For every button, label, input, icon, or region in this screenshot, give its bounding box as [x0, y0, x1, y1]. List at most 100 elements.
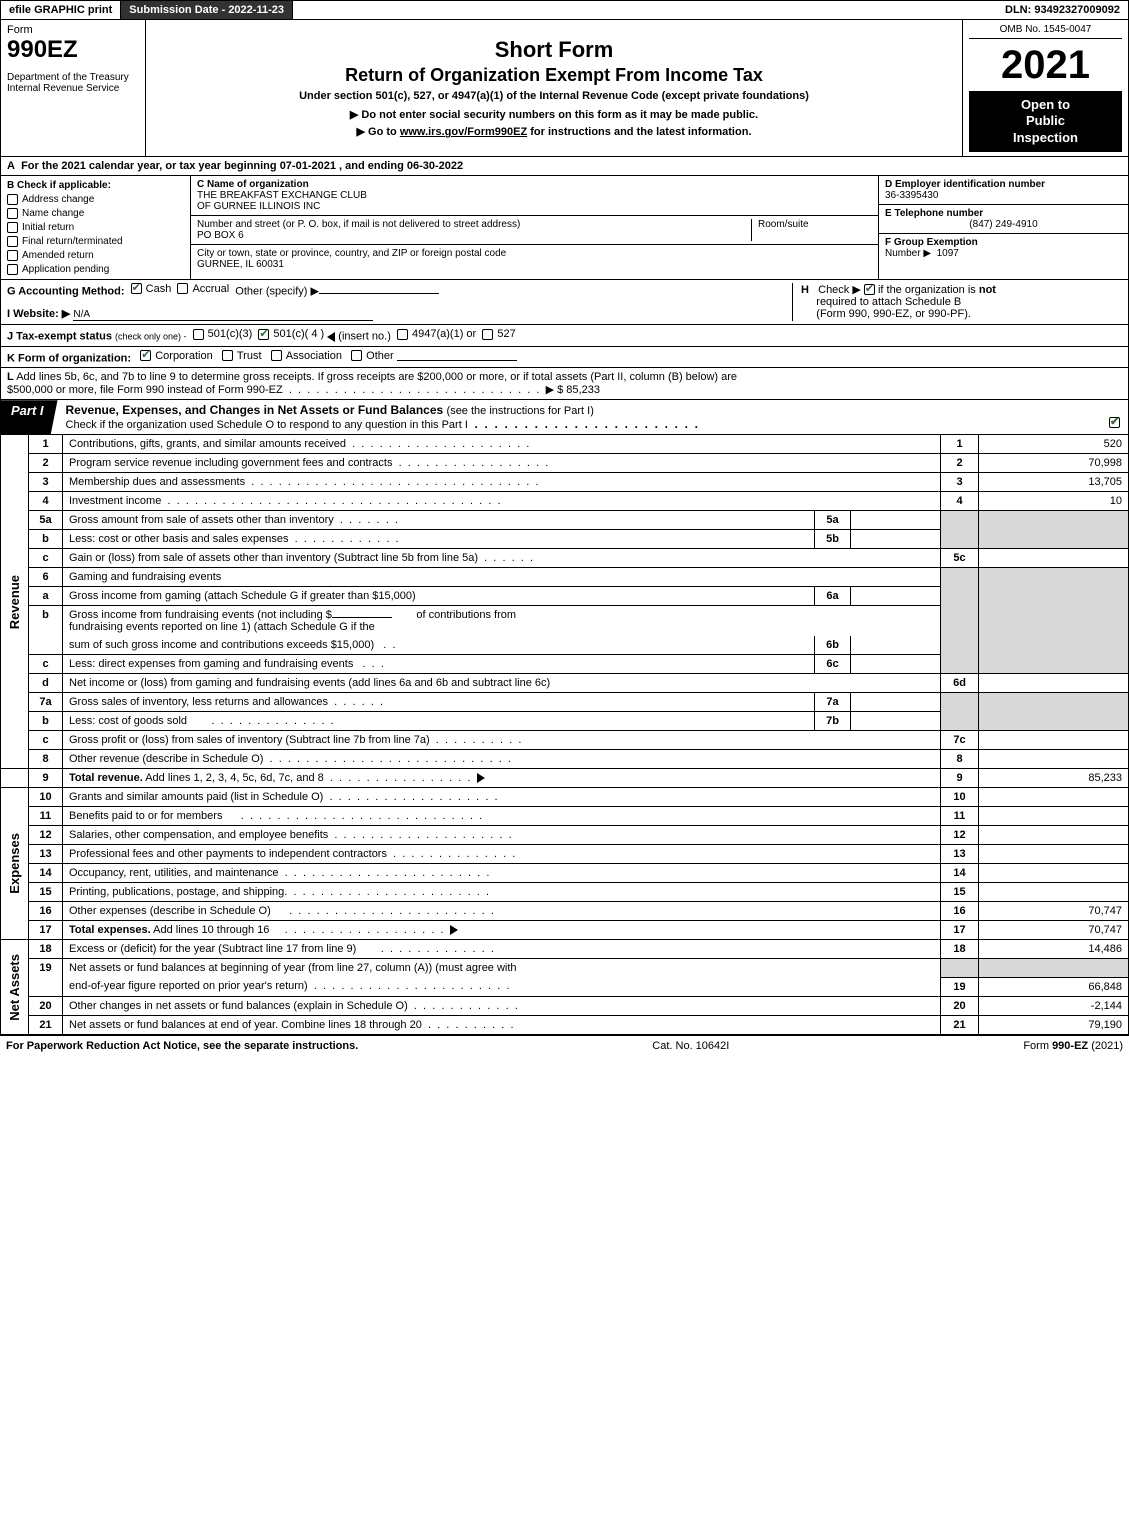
chk-501c[interactable]: 501(c)( 4 ) [258, 328, 324, 340]
table-row: Revenue 1 Contributions, gifts, grants, … [1, 435, 1129, 454]
h-label: H [801, 284, 809, 296]
checkbox-icon[interactable] [7, 194, 18, 205]
checkbox-icon[interactable] [258, 329, 269, 340]
blank-amount[interactable] [332, 617, 392, 618]
chk-association[interactable]: Association [271, 350, 342, 362]
k-other-blank[interactable] [397, 360, 517, 361]
sub-line-val [851, 530, 941, 549]
section-k: K Form of organization: Corporation Trus… [0, 347, 1129, 369]
netassets-table: Net Assets 18 Excess or (deficit) for th… [0, 940, 1129, 1035]
dept-irs: Internal Revenue Service [7, 83, 139, 94]
chk-527[interactable]: 527 [482, 328, 515, 340]
side-label-revenue: Revenue [7, 575, 22, 629]
chk-label: 501(c)( 4 ) [273, 328, 324, 340]
section-a-end: 06-30-2022 [407, 160, 463, 172]
line-desc: Gain or (loss) from sale of assets other… [63, 549, 941, 568]
part1-title-text: Revenue, Expenses, and Changes in Net As… [66, 403, 444, 417]
line-num: d [29, 674, 63, 693]
chk-amended-return[interactable]: Amended return [7, 250, 184, 261]
line-rn: 21 [941, 1015, 979, 1034]
expenses-table: Expenses 10 Grants and similar amounts p… [0, 788, 1129, 940]
chk-corporation[interactable]: Corporation [140, 350, 212, 362]
line-desc: Other changes in net assets or fund bala… [63, 996, 941, 1015]
chk-label: Corporation [155, 350, 212, 362]
checkbox-icon[interactable] [397, 329, 408, 340]
k-label: K Form of organization: [7, 352, 131, 364]
efile-print-label[interactable]: efile GRAPHIC print [1, 1, 121, 19]
checkbox-icon[interactable] [177, 283, 188, 294]
checkbox-icon[interactable] [7, 264, 18, 275]
table-row: 14 Occupancy, rent, utilities, and maint… [1, 864, 1129, 883]
sub-line-num: 6a [815, 587, 851, 606]
h-text-a: Check ▶ [818, 284, 864, 296]
line-rn: 5c [941, 549, 979, 568]
line-rn: 13 [941, 845, 979, 864]
line-val: 66,848 [979, 977, 1129, 996]
checkbox-icon[interactable] [351, 350, 362, 361]
chk-label: Association [286, 350, 342, 362]
chk-accrual[interactable]: Accrual [177, 283, 229, 295]
chk-other-org[interactable]: Other [351, 350, 394, 362]
chk-final-return[interactable]: Final return/terminated [7, 236, 184, 247]
table-row: 6 Gaming and fundraising events [1, 568, 1129, 587]
form-header: Form 990EZ Department of the Treasury In… [0, 20, 1129, 157]
triangle-left-icon [327, 332, 335, 342]
chk-cash[interactable]: Cash [131, 283, 172, 295]
line-rn: 15 [941, 883, 979, 902]
checkbox-icon[interactable] [193, 329, 204, 340]
arrow-right-icon [450, 925, 458, 935]
sub-line-num: 5a [815, 511, 851, 530]
checkbox-icon[interactable] [864, 284, 875, 295]
sub-line-num: 6b [815, 636, 851, 655]
chk-501c3[interactable]: 501(c)(3) [193, 328, 253, 340]
checkbox-icon[interactable] [1109, 417, 1120, 428]
line-desc: Gross income from fundraising events (no… [63, 606, 941, 637]
line-num: 1 [29, 435, 63, 454]
line-desc: Salaries, other compensation, and employ… [63, 826, 941, 845]
section-a-begin: 07-01-2021 [280, 160, 336, 172]
g-other-blank[interactable] [319, 293, 439, 294]
side-expenses: Expenses [1, 788, 29, 940]
h-text-not: not [979, 284, 996, 296]
checkbox-icon[interactable] [131, 283, 142, 294]
sub-line-val [851, 636, 941, 655]
chk-4947a1[interactable]: 4947(a)(1) or [397, 328, 476, 340]
gray-cell [941, 511, 979, 549]
sub-line-val [851, 511, 941, 530]
checkbox-icon[interactable] [271, 350, 282, 361]
checkbox-icon[interactable] [7, 208, 18, 219]
chk-label: Application pending [22, 264, 109, 275]
line-val [979, 807, 1129, 826]
irs-link[interactable]: www.irs.gov/Form990EZ [400, 126, 527, 138]
section-j: J Tax-exempt status (check only one) - 5… [0, 325, 1129, 347]
table-row: 5a Gross amount from sale of assets othe… [1, 511, 1129, 530]
checkbox-icon[interactable] [7, 250, 18, 261]
chk-initial-return[interactable]: Initial return [7, 222, 184, 233]
line-desc: Professional fees and other payments to … [63, 845, 941, 864]
chk-name-change[interactable]: Name change [7, 208, 184, 219]
chk-address-change[interactable]: Address change [7, 194, 184, 205]
line-desc: Gross income from gaming (attach Schedul… [63, 587, 815, 606]
checkbox-icon[interactable] [7, 236, 18, 247]
tel-row: E Telephone number (847) 249-4910 [879, 205, 1128, 234]
table-row: 17 Total expenses. Add lines 10 through … [1, 921, 1129, 940]
sub-line-num: 6c [815, 655, 851, 674]
city-label: City or town, state or province, country… [197, 248, 872, 259]
part1-header: Part I Revenue, Expenses, and Changes in… [0, 400, 1129, 435]
checkbox-icon[interactable] [222, 350, 233, 361]
section-i: I Website: ▶ N/A [7, 307, 792, 321]
checkbox-icon[interactable] [7, 222, 18, 233]
line-rn: 20 [941, 996, 979, 1015]
chk-application-pending[interactable]: Application pending [7, 264, 184, 275]
checkbox-icon[interactable] [482, 329, 493, 340]
table-row: d Net income or (loss) from gaming and f… [1, 674, 1129, 693]
checkbox-icon[interactable] [140, 350, 151, 361]
section-a-mid: , and ending [339, 160, 407, 172]
section-a-taxyear: A For the 2021 calendar year, or tax yea… [0, 157, 1129, 176]
line-val: 14,486 [979, 940, 1129, 959]
line-val [979, 864, 1129, 883]
chk-trust[interactable]: Trust [222, 350, 262, 362]
line-val: -2,144 [979, 996, 1129, 1015]
line-desc: Other revenue (describe in Schedule O) .… [63, 750, 941, 769]
page-footer: For Paperwork Reduction Act Notice, see … [0, 1035, 1129, 1056]
